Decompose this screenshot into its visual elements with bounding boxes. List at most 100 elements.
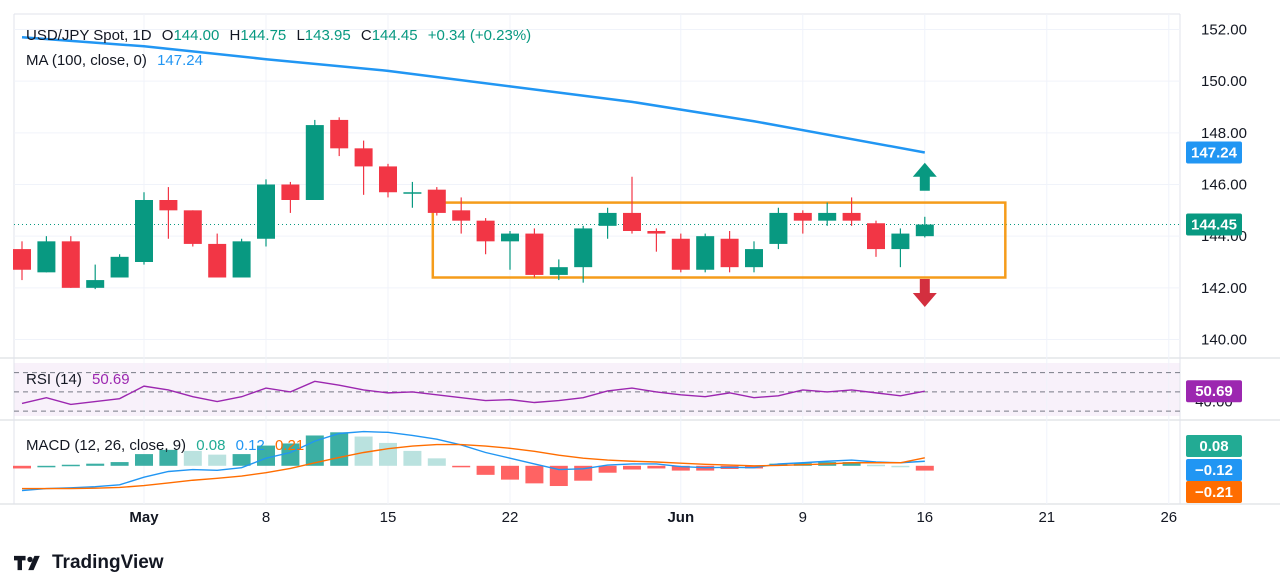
rsi-legend: RSI (14) 50.69 — [26, 371, 130, 388]
macd-legend-label: MACD (12, 26, close, 9) — [26, 437, 187, 454]
candle-body — [330, 119, 349, 149]
candle-body — [696, 236, 715, 270]
ma-legend: MA (100, close, 0) 147.24 — [26, 52, 203, 69]
time-tick-label: 9 — [799, 509, 807, 526]
macd-histogram-bar — [354, 436, 373, 466]
macd-histogram-bar — [379, 442, 397, 466]
macd-histogram-bar — [86, 463, 105, 466]
macd-histogram-bar — [891, 465, 910, 468]
rsi-legend-label: RSI (14) — [26, 371, 82, 388]
candle — [159, 187, 178, 239]
macd-histogram-bar — [501, 465, 519, 480]
macd-axis-label: −0.21 — [1195, 484, 1233, 501]
candle-body — [891, 233, 910, 250]
close-value: 144.45 — [371, 27, 418, 44]
candle-body — [403, 192, 422, 194]
candle — [867, 220, 885, 257]
rsi-legend-value: 50.69 — [92, 371, 130, 388]
rsi-pane: 40.0050.69 — [14, 372, 1242, 412]
candle — [501, 231, 519, 270]
candle — [37, 236, 56, 273]
macd-axis-label-bg — [1186, 459, 1242, 481]
candle-body — [525, 233, 544, 275]
candle — [135, 192, 153, 265]
candle — [720, 231, 739, 273]
candle-body — [598, 212, 617, 226]
candle-body — [745, 249, 763, 268]
candle — [183, 210, 202, 247]
time-tick-label: Jun — [667, 509, 694, 526]
candle-body — [452, 210, 471, 221]
candle — [647, 228, 666, 252]
candle-body — [623, 212, 641, 231]
candle — [330, 117, 349, 157]
price-axis-label: 144.45 — [1191, 217, 1237, 234]
candle-body — [257, 184, 275, 239]
macd-histogram-bar — [330, 432, 349, 466]
macd-histogram-bar — [61, 464, 80, 467]
tradingview-brand[interactable]: TradingView — [14, 552, 164, 574]
candle — [793, 210, 812, 234]
candle — [452, 197, 471, 234]
candle — [354, 140, 373, 195]
candle-body — [159, 200, 178, 211]
candle — [671, 233, 690, 273]
macd-pane: 0.08 −0.12 −0.21 — [13, 430, 1242, 503]
macd-histogram-bar — [598, 465, 617, 473]
candle-body — [818, 212, 837, 221]
open-value: 144.00 — [173, 27, 220, 44]
candle — [403, 181, 422, 208]
candle — [208, 233, 227, 278]
candle — [86, 264, 105, 290]
macd-axis-label: 0.08 — [1199, 438, 1228, 455]
candle — [257, 179, 275, 247]
macd-histogram-bar — [476, 465, 495, 475]
candle — [623, 176, 641, 234]
time-tick-label: 8 — [262, 509, 270, 526]
macd-histogram-bar — [427, 458, 446, 466]
candle — [549, 259, 568, 281]
rsi-axis-label-bg — [1186, 380, 1242, 403]
macd-histogram-bar — [135, 454, 153, 466]
ma-legend-value: 147.24 — [157, 52, 203, 69]
candle-body — [135, 200, 153, 262]
candle-body — [867, 223, 885, 250]
candle — [598, 207, 617, 239]
candle-body — [86, 280, 105, 288]
candle-body — [37, 241, 56, 273]
macd-axis-label-bg — [1186, 481, 1242, 503]
candle — [379, 163, 397, 198]
macd-hist-value: 0.08 — [196, 437, 226, 454]
macd-histogram-bar — [403, 450, 422, 466]
arrow-down-icon — [912, 279, 937, 307]
price-tick-label: 148.00 — [1201, 125, 1247, 142]
macd-histogram-bar — [549, 465, 568, 487]
candle-body — [842, 212, 861, 221]
macd-histogram-bar — [159, 449, 178, 466]
candle-body — [13, 249, 31, 270]
candle-body — [110, 256, 129, 278]
candle — [574, 225, 593, 283]
macd-histogram-bar — [671, 465, 690, 471]
macd-histogram-bar — [257, 445, 275, 466]
price-axis-label: 147.24 — [1191, 144, 1238, 161]
candle-body — [769, 212, 788, 244]
macd-legend: MACD (12, 26, close, 9) 0.08 0.12 0.21 — [26, 437, 304, 454]
price-tick-label: 142.00 — [1201, 280, 1247, 297]
rsi-band — [14, 363, 1180, 416]
price-axis-label-bg — [1186, 141, 1242, 164]
macd-axis-label-bg — [1186, 435, 1242, 457]
candle-body — [647, 231, 666, 234]
candle-body — [549, 267, 568, 275]
candle-body — [574, 228, 593, 268]
candle — [915, 216, 934, 238]
candle-body — [183, 210, 202, 244]
candle — [427, 187, 446, 216]
price-axis-label-bg — [1186, 213, 1242, 236]
macd-histogram-bar — [623, 465, 641, 470]
macd-histogram-bar — [842, 462, 861, 466]
candle — [110, 254, 129, 278]
candle-body — [476, 220, 495, 242]
macd-histogram-bar — [867, 464, 885, 467]
symbol-title: USD/JPY Spot, 1D — [26, 27, 152, 44]
